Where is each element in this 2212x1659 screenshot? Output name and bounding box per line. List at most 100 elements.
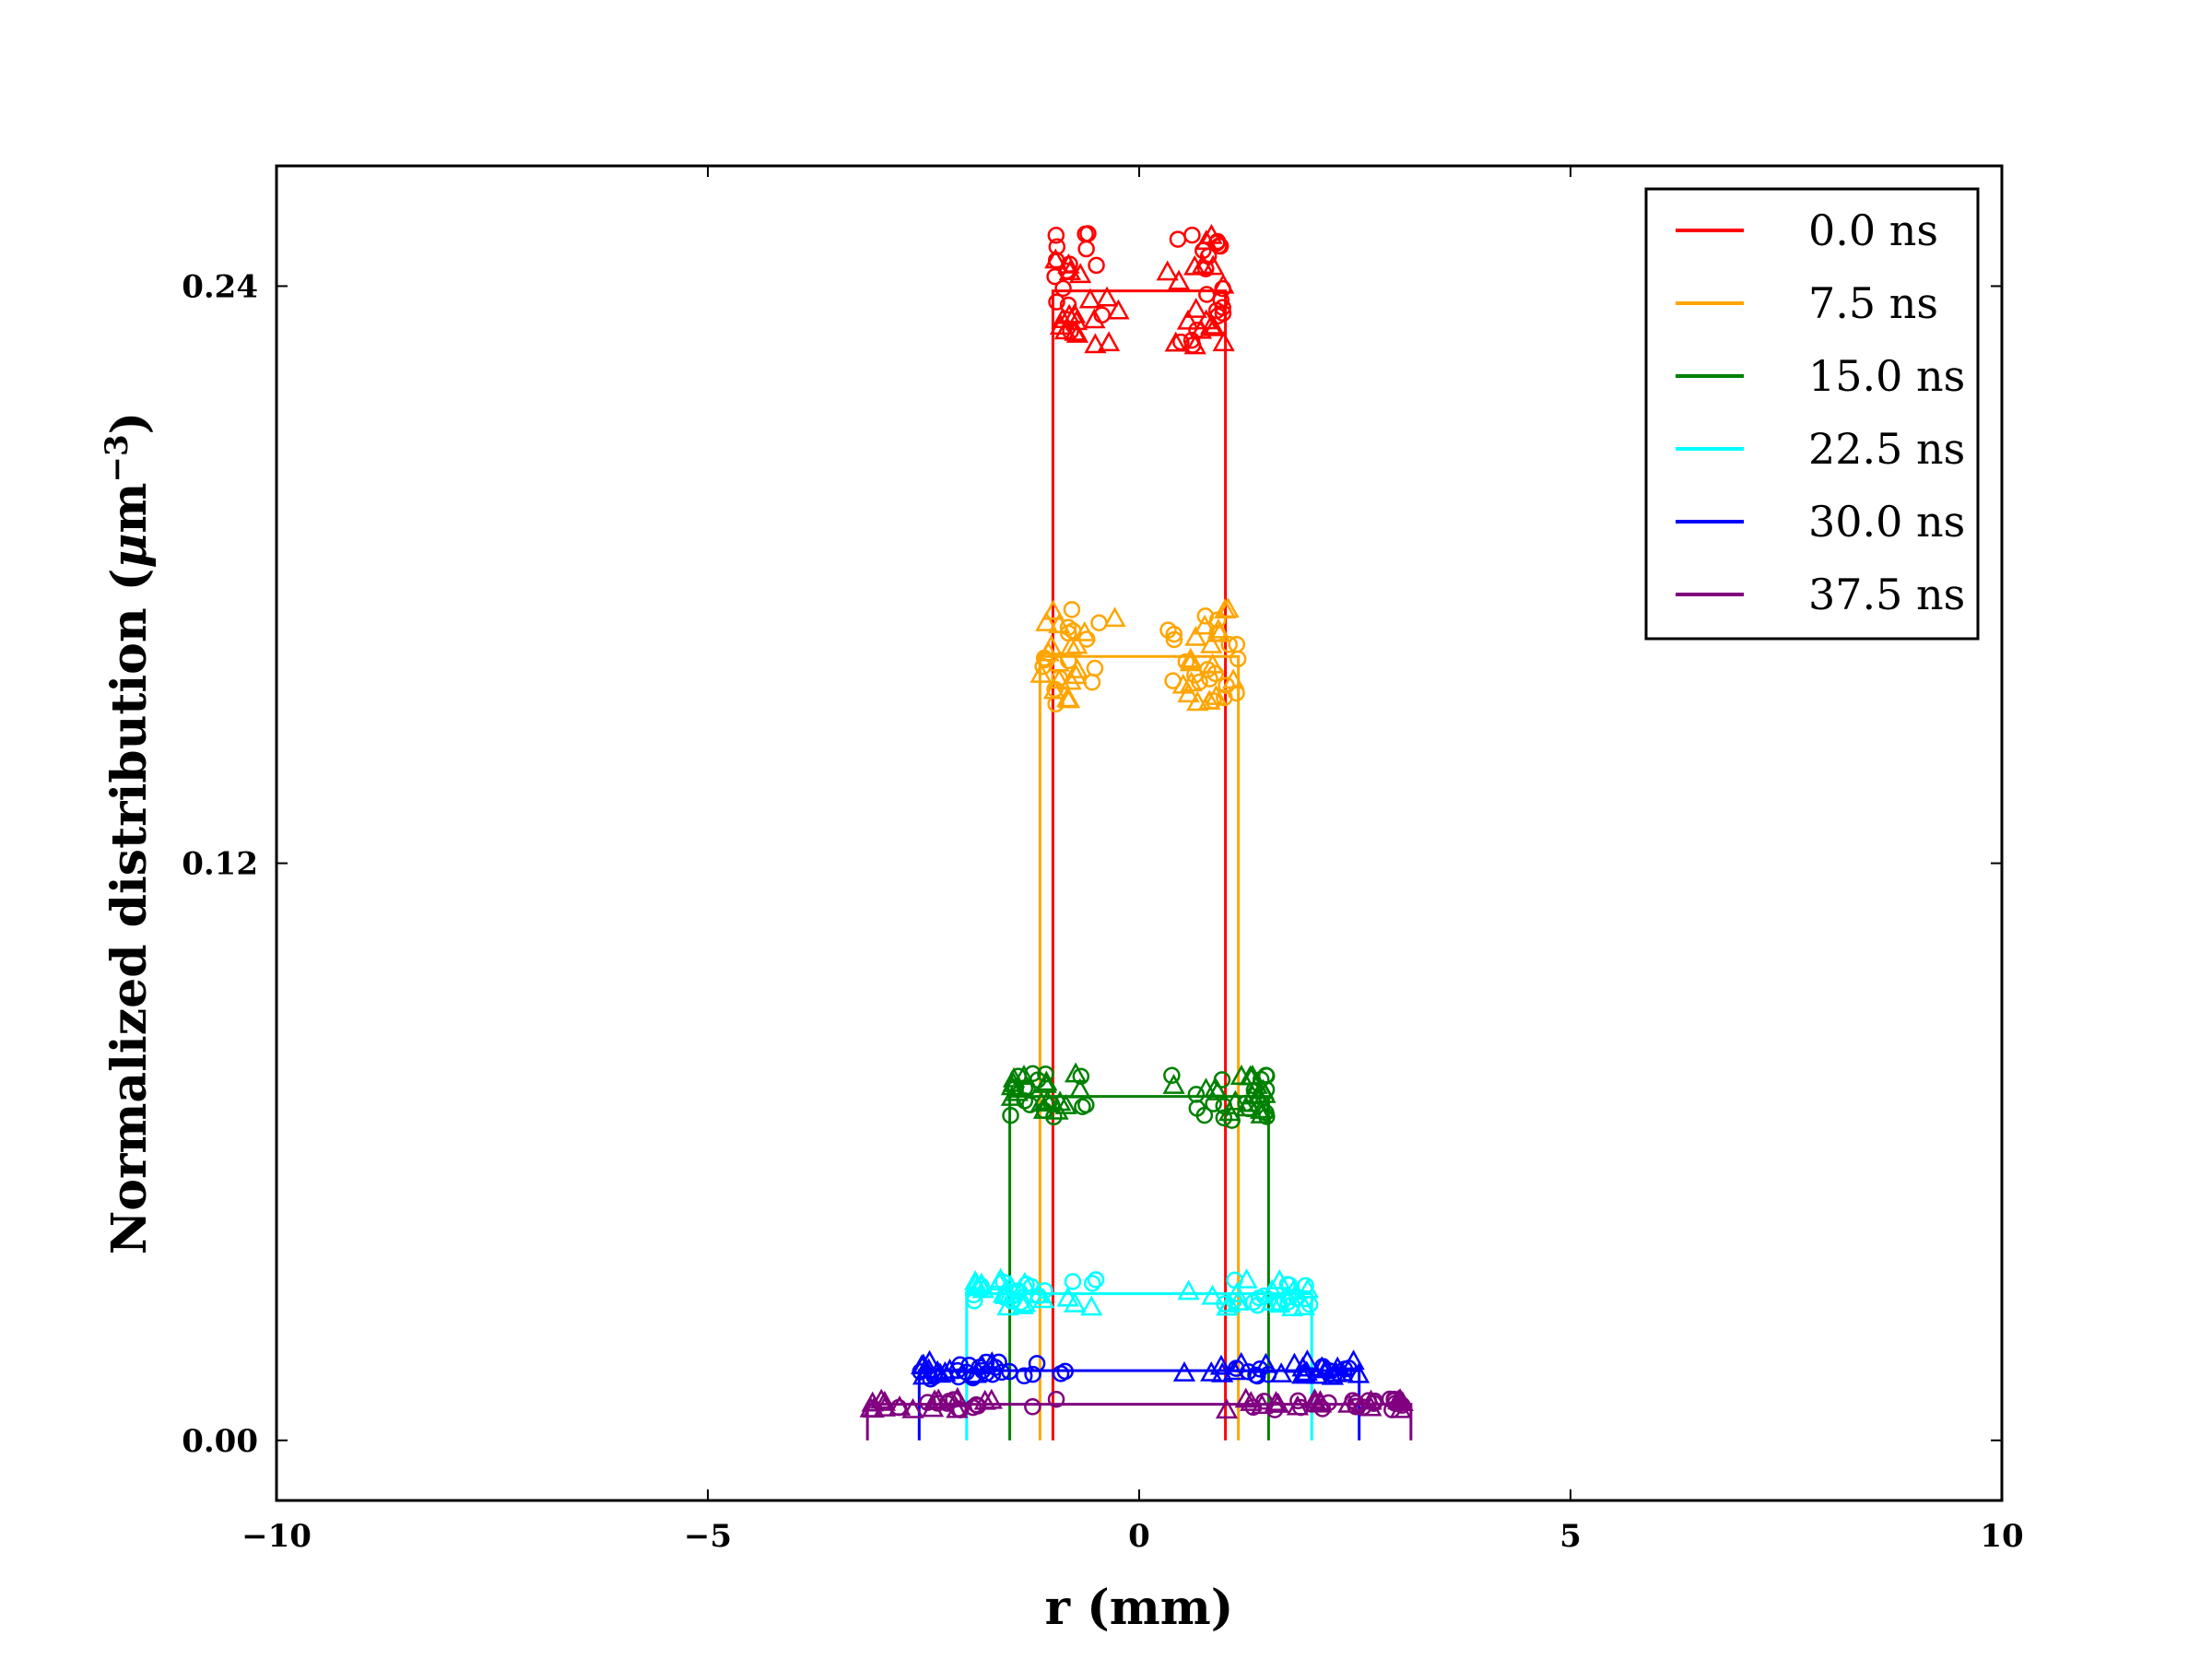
data-point-triangle xyxy=(1202,254,1225,276)
y-tick-label: 0.12 xyxy=(182,846,258,883)
legend-entry: 22.5 ns xyxy=(1808,424,1965,474)
data-point-triangle xyxy=(1194,1077,1218,1099)
data-point-circle xyxy=(1024,1365,1041,1383)
data-point-circle xyxy=(1037,1065,1054,1083)
data-point-circle xyxy=(1251,1360,1269,1378)
data-point-circle xyxy=(1021,1096,1039,1113)
data-point-triangle xyxy=(1180,671,1203,692)
data-point-triangle xyxy=(1056,687,1079,708)
data-point-circle xyxy=(1237,1094,1254,1112)
data-point-circle xyxy=(1207,301,1226,320)
data-point-circle xyxy=(1042,1096,1061,1113)
data-point-circle xyxy=(1002,1106,1019,1124)
data-point-circle xyxy=(1229,650,1247,668)
data-point-circle xyxy=(1048,293,1065,311)
data-point-triangle xyxy=(1198,689,1221,711)
x-axis-label: r (mm) xyxy=(1045,1580,1234,1636)
data-point-circle xyxy=(1047,227,1065,244)
y-tick-label: 0.24 xyxy=(182,268,258,305)
data-point-triangle xyxy=(888,1395,912,1416)
data-point-circle xyxy=(969,1397,987,1415)
data-point-triangle xyxy=(973,1389,996,1410)
data-point-triangle xyxy=(1048,668,1071,689)
data-point-circle xyxy=(1211,237,1230,255)
y-axis-label: Normalized distribution (μm−3) xyxy=(99,412,158,1254)
data-point-triangle xyxy=(1184,625,1207,646)
data-point-circle xyxy=(1064,1273,1082,1290)
data-point-triangle xyxy=(1227,1290,1250,1311)
data-point-triangle xyxy=(1359,1395,1382,1417)
data-point-triangle xyxy=(1002,1066,1026,1088)
data-point-circle xyxy=(1028,1355,1046,1372)
data-point-circle xyxy=(1347,1398,1365,1416)
data-point-triangle xyxy=(971,1277,994,1299)
data-point-triangle xyxy=(918,1349,941,1371)
data-point-circle xyxy=(965,1292,983,1310)
data-point-triangle xyxy=(1049,1090,1072,1112)
data-point-circle xyxy=(1034,657,1052,676)
data-point-triangle xyxy=(1027,1283,1050,1304)
data-point-triangle xyxy=(923,1389,947,1410)
legend-entry: 15.0 ns xyxy=(1808,351,1965,401)
x-tick-label: −5 xyxy=(684,1518,732,1555)
series-line xyxy=(1008,1095,1270,1441)
data-point-triangle xyxy=(1218,1100,1241,1122)
data-point-triangle xyxy=(1051,308,1074,328)
data-point-circle xyxy=(1220,636,1238,653)
data-point-triangle xyxy=(1230,1065,1253,1085)
data-point-circle xyxy=(1244,1293,1263,1312)
data-point-circle xyxy=(940,1393,958,1410)
x-tick-label: 0 xyxy=(1128,1518,1150,1555)
data-point-circle xyxy=(958,1363,975,1382)
series-2 xyxy=(1000,1062,1277,1441)
legend-entry: 30.0 ns xyxy=(1808,497,1965,547)
data-point-triangle xyxy=(1212,331,1235,352)
data-point-triangle xyxy=(981,1351,1004,1371)
data-point-circle xyxy=(948,1361,967,1380)
data-point-triangle xyxy=(901,1397,924,1418)
series-line xyxy=(1051,289,1228,1441)
data-point-circle xyxy=(1006,1080,1023,1098)
data-point-circle xyxy=(1004,1291,1022,1309)
y-tick-label: 0.00 xyxy=(182,1423,258,1460)
data-point-triangle xyxy=(1162,1074,1185,1094)
data-point-circle xyxy=(1047,1390,1065,1408)
data-point-triangle xyxy=(1189,318,1213,339)
data-point-triangle xyxy=(1217,597,1240,618)
data-point-circle xyxy=(1258,1066,1276,1085)
series-1 xyxy=(1030,597,1247,1441)
data-point-circle xyxy=(1164,672,1182,689)
data-point-circle xyxy=(1084,1275,1101,1292)
data-point-triangle xyxy=(1296,1349,1319,1370)
data-point-triangle xyxy=(964,1362,987,1383)
data-point-triangle xyxy=(1059,669,1082,690)
legend-entry: 37.5 ns xyxy=(1808,570,1965,619)
data-point-triangle xyxy=(1240,1391,1263,1411)
data-point-triangle xyxy=(1347,1362,1371,1383)
data-point-triangle xyxy=(1083,308,1106,329)
data-point-triangle xyxy=(1044,248,1067,269)
data-point-circle xyxy=(1087,1271,1105,1288)
data-point-circle xyxy=(919,1394,936,1411)
data-point-circle xyxy=(1024,1398,1041,1416)
data-point-triangle xyxy=(1209,1354,1233,1375)
data-point-circle xyxy=(1007,1282,1026,1300)
data-point-circle xyxy=(1090,614,1108,631)
data-point-triangle xyxy=(1012,1065,1036,1085)
data-point-triangle xyxy=(1201,1284,1224,1305)
data-point-triangle xyxy=(1389,1397,1412,1418)
data-point-circle xyxy=(1228,1359,1245,1377)
series-line xyxy=(1038,654,1241,1441)
data-point-triangle xyxy=(1063,302,1087,324)
data-point-circle xyxy=(1394,1396,1411,1414)
x-tick-label: 10 xyxy=(1980,1518,2023,1555)
data-point-circle xyxy=(1194,241,1212,260)
data-point-triangle xyxy=(1342,1349,1365,1371)
data-point-triangle xyxy=(926,1359,949,1381)
data-point-circle xyxy=(1077,225,1094,243)
data-point-triangle xyxy=(1064,1292,1087,1312)
data-point-triangle xyxy=(1268,1269,1291,1289)
data-point-triangle xyxy=(1046,1099,1069,1120)
data-point-circle xyxy=(1320,1394,1337,1412)
